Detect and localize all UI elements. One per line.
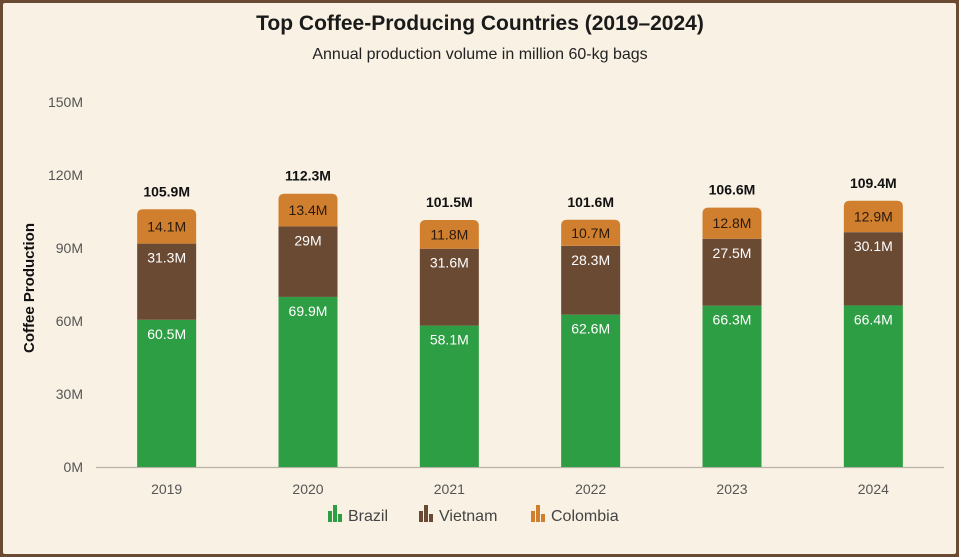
bar-vietnam-2024 — [843, 232, 903, 306]
data-label-brazil-2019: 60.5M — [147, 326, 186, 342]
bar-colombia-2023 — [702, 207, 762, 239]
total-label-2019: 105.9M — [143, 183, 190, 199]
bar-stack-2021: 58.1M 31.6M 11.8M 101.5M — [419, 194, 479, 467]
bar-brazil-2021 — [419, 325, 479, 467]
data-label-vietnam-2023: 27.5M — [713, 245, 752, 261]
bar-stack-2024: 66.4M 30.1M 12.9M 109.4M — [843, 175, 903, 467]
bar-vietnam-2020 — [278, 226, 338, 297]
data-label-vietnam-2024: 30.1M — [854, 238, 893, 254]
y-tick-label: 120M — [48, 167, 83, 183]
y-axis-label: Coffee Production — [21, 223, 38, 353]
bar-stack-2023: 66.3M 27.5M 12.8M 106.6M — [702, 182, 762, 467]
bar-vietnam-2022 — [561, 245, 621, 315]
bar-chart-icon — [419, 505, 433, 522]
data-label-brazil-2024: 66.4M — [854, 311, 893, 327]
bar-colombia-2024 — [843, 200, 903, 233]
bar-brazil-2023 — [702, 305, 762, 467]
y-tick-label: 30M — [56, 386, 83, 402]
legend-label: Vietnam — [439, 508, 497, 525]
data-label-colombia-2019: 14.1M — [147, 218, 186, 234]
data-label-colombia-2021: 11.8M — [430, 226, 468, 242]
x-tick-label: 2024 — [858, 481, 889, 497]
x-tick-label: 2020 — [292, 481, 323, 497]
total-label-2023: 106.6M — [709, 182, 756, 198]
legend-item-vietnam[interactable]: Vietnam — [419, 505, 497, 525]
legend-label: Colombia — [551, 508, 619, 525]
chart-subtitle: Annual production volume in million 60-k… — [312, 46, 647, 63]
chart-svg: Top Coffee-Producing Countries (2019–202… — [21, 12, 944, 525]
y-axis: 0M 30M 60M 90M 120M 150M — [48, 94, 944, 475]
y-tick-label: 60M — [56, 313, 83, 329]
total-label-2022: 101.6M — [567, 194, 614, 210]
chart-title: Top Coffee-Producing Countries (2019–202… — [256, 12, 704, 35]
bar-vietnam-2019 — [137, 243, 197, 320]
data-label-vietnam-2020: 29M — [294, 232, 321, 248]
bars: 60.5M 31.3M 14.1M 105.9M 69.9M 29M 13.4M 112.3M… — [137, 168, 903, 467]
bar-colombia-2020 — [278, 193, 338, 227]
x-axis: 2019 2020 2021 2022 2023 2024 — [151, 481, 889, 497]
legend-label: Brazil — [348, 508, 388, 525]
chart-frame: Top Coffee-Producing Countries (2019–202… — [3, 3, 956, 554]
bar-brazil-2020 — [278, 296, 338, 467]
legend-item-brazil[interactable]: Brazil — [328, 505, 388, 525]
x-tick-label: 2021 — [434, 481, 465, 497]
data-label-brazil-2020: 69.9M — [289, 303, 328, 319]
data-label-vietnam-2022: 28.3M — [571, 252, 610, 268]
total-label-2020: 112.3M — [285, 168, 331, 184]
bar-colombia-2022 — [561, 219, 621, 246]
bar-brazil-2019 — [137, 319, 197, 467]
data-label-brazil-2023: 66.3M — [713, 312, 752, 328]
data-label-colombia-2020: 13.4M — [289, 202, 328, 218]
bar-chart-icon — [328, 505, 342, 522]
x-tick-label: 2019 — [151, 481, 182, 497]
y-tick-label: 0M — [64, 459, 83, 475]
bar-vietnam-2021 — [419, 248, 479, 326]
y-tick-label: 90M — [56, 240, 83, 256]
legend-item-colombia[interactable]: Colombia — [531, 505, 619, 525]
data-label-vietnam-2019: 31.3M — [147, 250, 186, 266]
total-label-2021: 101.5M — [426, 194, 473, 210]
data-label-vietnam-2021: 31.6M — [430, 255, 469, 271]
bar-colombia-2021 — [419, 220, 479, 249]
x-tick-label: 2023 — [716, 481, 747, 497]
bar-stack-2022: 62.6M 28.3M 10.7M 101.6M — [561, 194, 621, 467]
data-label-colombia-2024: 12.9M — [854, 208, 893, 224]
data-label-colombia-2022: 10.7M — [571, 225, 610, 241]
bar-colombia-2019 — [137, 209, 197, 244]
bar-stack-2020: 69.9M 29M 13.4M 112.3M — [278, 168, 338, 467]
bar-chart-icon — [531, 505, 545, 522]
bar-vietnam-2023 — [702, 238, 762, 306]
data-label-brazil-2022: 62.6M — [571, 321, 610, 337]
legend: Brazil Vietnam Colombia — [328, 505, 619, 525]
data-label-brazil-2021: 58.1M — [430, 332, 469, 348]
total-label-2024: 109.4M — [850, 175, 897, 191]
y-tick-label: 150M — [48, 94, 83, 110]
data-label-colombia-2023: 12.8M — [713, 215, 752, 231]
bar-brazil-2022 — [561, 314, 621, 467]
bar-stack-2019: 60.5M 31.3M 14.1M 105.9M — [137, 183, 197, 467]
x-tick-label: 2022 — [575, 481, 606, 497]
bar-brazil-2024 — [843, 305, 903, 467]
